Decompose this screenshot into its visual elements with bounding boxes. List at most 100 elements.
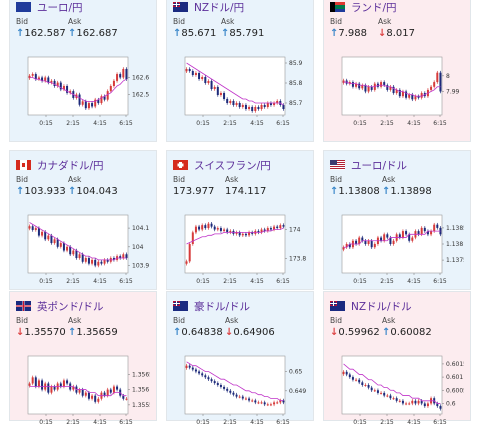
- price-chart[interactable]: 0:15 2:15 4:15 6:15 104.1 104 103.9: [16, 209, 150, 285]
- candle-body: [97, 99, 100, 104]
- ask-arrow-icon: ↑: [68, 28, 77, 39]
- candle-body: [34, 74, 37, 80]
- candle-body: [395, 398, 398, 401]
- price-chart[interactable]: 0:15 2:15 4:15 6:15 1.1385 1.138 1.1375: [330, 209, 464, 285]
- candle-body: [405, 403, 408, 405]
- candle-body: [75, 250, 78, 259]
- candle-body: [50, 80, 53, 83]
- pair-name[interactable]: ユーロ/ドル: [351, 159, 408, 172]
- candle-body: [380, 392, 383, 394]
- pair-name[interactable]: 英ポンド/ドル: [37, 300, 104, 313]
- rate-card-aud-usd[interactable]: 豪ドル/ドル Bid Ask ↑0.64838 ↓0.64906 0:15 2:1…: [166, 291, 314, 426]
- candle-body: [185, 69, 188, 72]
- bid-value: ↑103.933: [16, 186, 66, 197]
- price-chart[interactable]: 0:15 2:15 4:15 6:15 174 173.8: [173, 209, 307, 285]
- pair-title[interactable]: NZドル/ドル: [330, 299, 412, 313]
- x-tick-label: 2:15: [223, 278, 237, 285]
- rate-card-nzd-jpy[interactable]: NZドル/円 Bid Ask ↑85.671 ↑85.791 0:15 2:15 4…: [166, 0, 314, 142]
- pair-title[interactable]: カナダドル/円: [16, 158, 104, 172]
- price-chart[interactable]: 0:15 2:15 4:15 6:15 85.9 85.8 85.7: [173, 51, 307, 127]
- candle-body: [355, 379, 358, 381]
- candle-body: [383, 392, 386, 396]
- candle-body: [423, 227, 426, 232]
- y-tick-label: 162.6: [132, 74, 149, 81]
- candle-body: [263, 105, 266, 107]
- pair-title[interactable]: スイスフラン/円: [173, 158, 271, 172]
- rate-card-cad-jpy[interactable]: カナダドル/円 Bid Ask ↑103.933 ↑104.043 0:15 2:…: [9, 150, 157, 290]
- candle-body: [94, 99, 97, 107]
- rate-card-eur-jpy[interactable]: ユーロ/円 Bid Ask ↑162.587 ↑162.687 0:15 2:15…: [9, 0, 157, 142]
- y-tick-label: 85.9: [289, 60, 303, 67]
- x-tick-label: 2:15: [380, 120, 394, 127]
- x-tick-label: 4:15: [407, 419, 421, 426]
- pair-name[interactable]: カナダドル/円: [37, 159, 104, 172]
- candle-body: [59, 383, 62, 387]
- pair-title[interactable]: ユーロ/ドル: [330, 158, 407, 172]
- candle-body: [282, 225, 285, 227]
- rate-card-eur-usd[interactable]: ユーロ/ドル Bid Ask ↑1.13808 ↑1.13898 0:15 2:1…: [323, 150, 471, 290]
- bid-value: ↑0.64838: [173, 327, 223, 338]
- bid-value: ↑85.671: [173, 28, 217, 39]
- candle-body: [31, 74, 34, 76]
- candle-body: [417, 400, 420, 404]
- candle-body: [72, 250, 75, 255]
- pair-name[interactable]: NZドル/ドル: [351, 300, 412, 313]
- candle-body: [109, 86, 112, 92]
- pair-name[interactable]: スイスフラン/円: [194, 159, 271, 172]
- bid-arrow-icon: ↑: [16, 186, 25, 197]
- candle-body: [122, 68, 125, 78]
- rate-card-zar-jpy[interactable]: ランド/円 Bid Ask ↑7.988 ↓8.017 0:15 2:15 4:15…: [323, 0, 471, 142]
- pair-name[interactable]: 豪ドル/ドル: [194, 300, 251, 313]
- candle-body: [423, 403, 426, 407]
- rate-card-gbp-usd[interactable]: 英ポンド/ドル Bid Ask ↓1.35570 ↑1.35659 0:15 2:…: [9, 291, 157, 426]
- bid-value: ↑1.13808: [330, 186, 380, 197]
- ask-value: ↑1.13898: [382, 186, 432, 197]
- pair-name[interactable]: ランド/円: [351, 1, 397, 14]
- candle-body: [241, 233, 244, 236]
- gb-flag-icon: [16, 301, 31, 311]
- y-tick-label: 1.138: [446, 241, 463, 248]
- candle-body: [364, 385, 367, 386]
- candle-body: [386, 85, 389, 90]
- price-chart[interactable]: 0:15 2:15 4:15 6:15 0.6015 0.601 0.6005 0.6: [330, 350, 464, 426]
- candle-body: [254, 400, 257, 403]
- price-chart[interactable]: 0:15 2:15 4:15 6:15 0.65 0.649: [173, 350, 307, 426]
- candle-body: [273, 402, 276, 405]
- bid-value: ↓0.59962: [330, 327, 380, 338]
- candle-body: [103, 259, 106, 264]
- x-tick-label: 4:15: [250, 419, 264, 426]
- price-chart[interactable]: 0:15 2:15 4:15 6:15 1.3565 1.356 1.3555: [16, 350, 150, 426]
- price-chart[interactable]: 0:15 2:15 4:15 6:15 162.6 162.5: [16, 51, 150, 127]
- x-tick-label: 2:15: [380, 278, 394, 285]
- candle-body: [78, 389, 81, 393]
- candle-body: [370, 387, 373, 391]
- pair-title[interactable]: ランド/円: [330, 0, 397, 14]
- plot-area: [184, 214, 286, 274]
- x-tick-label: 4:15: [93, 419, 107, 426]
- candle-body: [44, 77, 47, 81]
- candle-body: [84, 258, 87, 262]
- candle-body: [367, 86, 370, 92]
- bid-label: Bid: [330, 17, 342, 26]
- y-tick-label: 174: [289, 227, 301, 234]
- nz-flag-icon: [330, 301, 345, 311]
- candle-body: [50, 386, 53, 393]
- candle-body: [81, 254, 84, 262]
- candle-body: [248, 398, 251, 401]
- candle-body: [198, 73, 201, 79]
- candle-body: [263, 402, 266, 405]
- ask-label: Ask: [382, 175, 396, 184]
- pair-title[interactable]: NZドル/円: [173, 0, 244, 14]
- pair-title[interactable]: ユーロ/円: [16, 0, 83, 14]
- rate-card-nzd-usd[interactable]: NZドル/ドル Bid Ask ↓0.59962 ↑0.60082 0:15 2:…: [323, 291, 471, 426]
- candle-body: [251, 400, 254, 402]
- rate-card-chf-jpy[interactable]: スイスフラン/円 Bid Ask 173.977 174.117 0:15 2:1…: [166, 150, 314, 290]
- pair-name[interactable]: NZドル/円: [194, 1, 245, 14]
- price-chart[interactable]: 0:15 2:15 4:15 6:15 8 7.99: [330, 51, 464, 127]
- pair-name[interactable]: ユーロ/円: [37, 1, 83, 14]
- pair-title[interactable]: 豪ドル/ドル: [173, 299, 250, 313]
- candlestick-chart: 0:15 2:15 4:15 6:15 162.6 162.5: [27, 56, 149, 127]
- candle-body: [47, 235, 50, 240]
- pair-title[interactable]: 英ポンド/ドル: [16, 299, 104, 313]
- y-tick-label: 0.6: [446, 400, 456, 407]
